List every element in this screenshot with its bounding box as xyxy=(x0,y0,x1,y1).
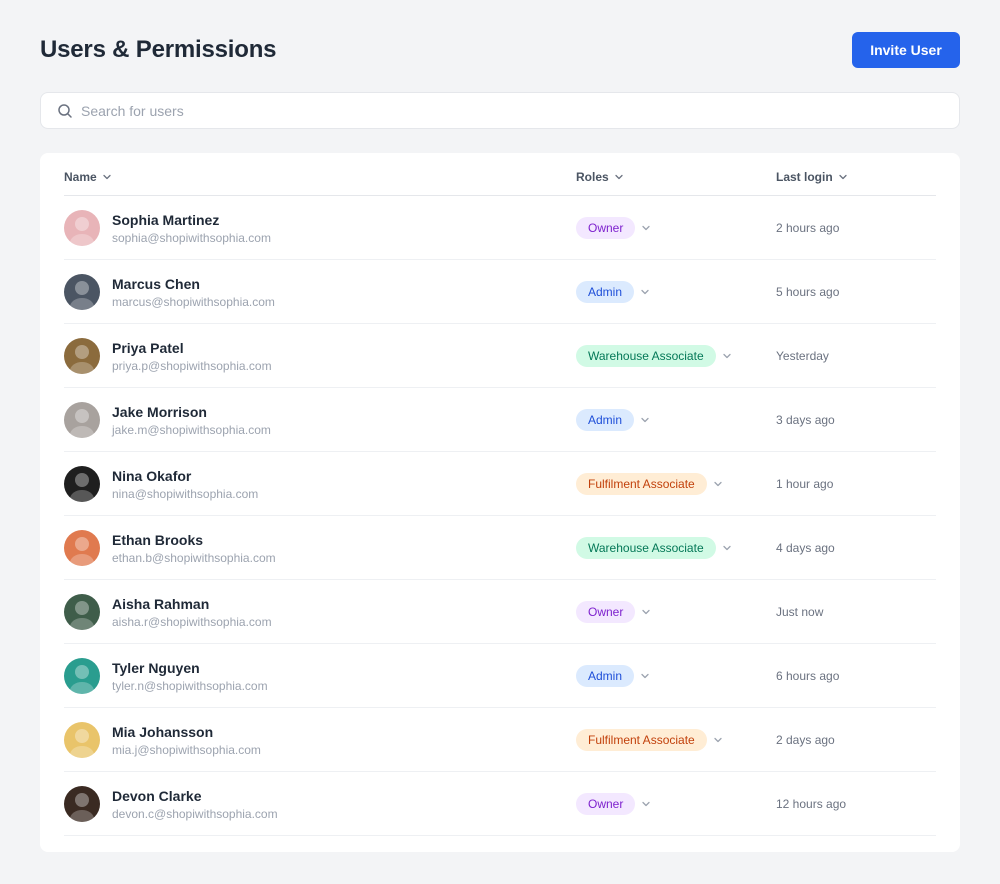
user-name: Marcus Chen xyxy=(112,276,200,292)
avatar xyxy=(64,338,100,374)
user-name: Mia Johansson xyxy=(112,724,214,740)
role-selector[interactable]: Admin xyxy=(576,665,650,687)
chevron-down-icon[interactable] xyxy=(640,287,650,297)
role-selector[interactable]: Admin xyxy=(576,281,650,303)
role-selector[interactable]: Warehouse Associate xyxy=(576,345,732,367)
table-row[interactable]: Tyler Nguyen tyler.n@shopiwithsophia.com A… xyxy=(64,644,936,708)
table-header: Name Roles Last login xyxy=(64,153,936,196)
last-login: 12 hours ago xyxy=(776,797,847,811)
table-row[interactable]: Sophia Martinez sophia@shopiwithsophia.co… xyxy=(64,196,936,260)
search-bar[interactable] xyxy=(40,92,960,129)
last-login: 1 hour ago xyxy=(776,477,834,491)
page-title: Users & Permissions xyxy=(40,36,277,63)
chevron-down-icon xyxy=(614,172,624,182)
chevron-down-icon[interactable] xyxy=(640,671,650,681)
user-name: Sophia Martinez xyxy=(112,212,220,228)
avatar xyxy=(64,530,100,566)
role-selector[interactable]: Owner xyxy=(576,601,651,623)
role-badge[interactable]: Owner xyxy=(576,601,636,623)
chevron-down-icon[interactable] xyxy=(722,351,732,361)
role-selector[interactable]: Owner xyxy=(576,793,651,815)
column-header-name[interactable]: Name xyxy=(64,170,112,184)
last-login: Yesterday xyxy=(776,349,829,363)
column-header-roles-label: Roles xyxy=(576,170,609,184)
table-row[interactable]: Jake Morrison jake.m@shopiwithsophia.com A… xyxy=(64,388,936,452)
table-row[interactable]: Marcus Chen marcus@shopiwithsophia.com Adm… xyxy=(64,260,936,324)
table-row[interactable]: Nina Okafor nina@shopiwithsophia.com Fulfi… xyxy=(64,452,936,516)
role-badge[interactable]: Warehouse Associate xyxy=(576,345,716,367)
role-badge[interactable]: Owner xyxy=(576,217,636,239)
chevron-down-icon[interactable] xyxy=(713,479,723,489)
role-badge[interactable]: Warehouse Associate xyxy=(576,537,716,559)
user-email: devon.c@shopiwithsophia.com xyxy=(112,807,278,821)
user-name: Aisha Rahman xyxy=(112,596,210,612)
chevron-down-icon[interactable] xyxy=(641,223,651,233)
role-badge[interactable]: Fulfilment Associate xyxy=(576,729,707,751)
avatar xyxy=(64,658,100,694)
avatar xyxy=(64,402,100,438)
avatar xyxy=(64,210,100,246)
user-name: Nina Okafor xyxy=(112,468,192,484)
last-login: 5 hours ago xyxy=(776,285,840,299)
invite-user-button[interactable]: Invite User xyxy=(852,32,960,68)
table-body: Sophia Martinez sophia@shopiwithsophia.co… xyxy=(64,196,936,836)
column-header-name-label: Name xyxy=(64,170,97,184)
role-badge[interactable]: Admin xyxy=(576,281,635,303)
role-selector[interactable]: Fulfilment Associate xyxy=(576,473,723,495)
table-row[interactable]: Mia Johansson mia.j@shopiwithsophia.com Fu… xyxy=(64,708,936,772)
chevron-down-icon xyxy=(102,172,112,182)
last-login: 3 days ago xyxy=(776,413,835,427)
last-login: 6 hours ago xyxy=(776,669,840,683)
user-name: Devon Clarke xyxy=(112,788,202,804)
role-badge[interactable]: Admin xyxy=(576,409,635,431)
user-name: Priya Patel xyxy=(112,340,184,356)
avatar xyxy=(64,722,100,758)
column-header-roles[interactable]: Roles xyxy=(576,170,624,184)
search-icon xyxy=(57,103,73,119)
avatar xyxy=(64,466,100,502)
user-name: Tyler Nguyen xyxy=(112,660,200,676)
chevron-down-icon xyxy=(838,172,848,182)
user-email: nina@shopiwithsophia.com xyxy=(112,487,259,501)
page-header: Users & Permissions Invite User xyxy=(40,32,960,68)
user-email: tyler.n@shopiwithsophia.com xyxy=(112,679,268,693)
role-badge[interactable]: Fulfilment Associate xyxy=(576,473,707,495)
users-table-card: Name Roles Last login Sophia Martinez sop… xyxy=(40,153,960,852)
user-name: Ethan Brooks xyxy=(112,532,204,548)
table-row[interactable]: Devon Clarke devon.c@shopiwithsophia.com O… xyxy=(64,772,936,836)
last-login: 2 days ago xyxy=(776,733,835,747)
table-row[interactable]: Priya Patel priya.p@shopiwithsophia.com Wa… xyxy=(64,324,936,388)
table-row[interactable]: Ethan Brooks ethan.b@shopiwithsophia.com W… xyxy=(64,516,936,580)
column-header-last-login-label: Last login xyxy=(776,170,833,184)
user-name: Jake Morrison xyxy=(112,404,207,420)
user-email: marcus@shopiwithsophia.com xyxy=(112,295,275,309)
last-login: 2 hours ago xyxy=(776,221,840,235)
user-email: aisha.r@shopiwithsophia.com xyxy=(112,615,272,629)
user-email: jake.m@shopiwithsophia.com xyxy=(112,423,271,437)
avatar xyxy=(64,786,100,822)
role-selector[interactable]: Fulfilment Associate xyxy=(576,729,723,751)
search-input[interactable] xyxy=(81,102,959,119)
user-email: mia.j@shopiwithsophia.com xyxy=(112,743,261,757)
avatar xyxy=(64,274,100,310)
role-badge[interactable]: Owner xyxy=(576,793,636,815)
user-email: sophia@shopiwithsophia.com xyxy=(112,231,271,245)
avatar xyxy=(64,594,100,630)
user-email: ethan.b@shopiwithsophia.com xyxy=(112,551,276,565)
column-header-last-login[interactable]: Last login xyxy=(776,170,848,184)
user-email: priya.p@shopiwithsophia.com xyxy=(112,359,272,373)
table-row[interactable]: Aisha Rahman aisha.r@shopiwithsophia.com O… xyxy=(64,580,936,644)
chevron-down-icon[interactable] xyxy=(640,415,650,425)
role-selector[interactable]: Owner xyxy=(576,217,651,239)
chevron-down-icon[interactable] xyxy=(722,543,732,553)
role-badge[interactable]: Admin xyxy=(576,665,635,687)
role-selector[interactable]: Warehouse Associate xyxy=(576,537,732,559)
last-login: Just now xyxy=(776,605,824,619)
role-selector[interactable]: Admin xyxy=(576,409,650,431)
chevron-down-icon[interactable] xyxy=(641,799,651,809)
chevron-down-icon[interactable] xyxy=(641,607,651,617)
last-login: 4 days ago xyxy=(776,541,835,555)
chevron-down-icon[interactable] xyxy=(713,735,723,745)
